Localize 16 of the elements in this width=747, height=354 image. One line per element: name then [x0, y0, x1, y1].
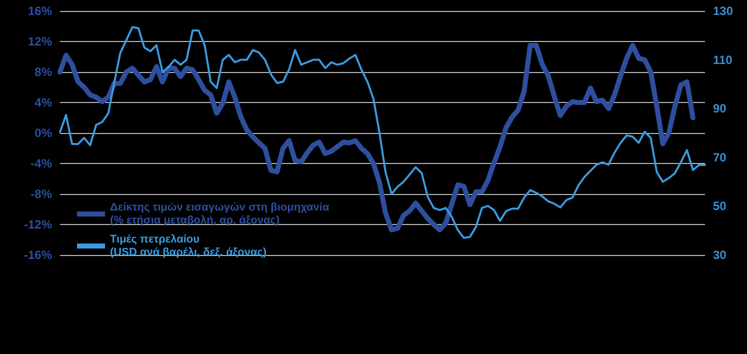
y2-tick-label: 50	[713, 199, 727, 214]
y2-tick-label: 130	[713, 4, 734, 18]
y-tick-label: 4%	[34, 96, 52, 110]
y-tick-label: -12%	[24, 218, 52, 232]
y-tick-label: 0%	[34, 126, 52, 140]
y-tick-label: -16%	[24, 248, 52, 262]
y-tick-label: -4%	[30, 156, 52, 170]
y2-tick-label: 30	[713, 248, 727, 262]
y-tick-label: -8%	[30, 187, 52, 201]
y2-tick-label: 90	[713, 102, 727, 116]
y2-tick-label: 70	[713, 150, 727, 164]
legend-label: Δείκτης τιμών εισαγωγών στη βιομηχανία (% ετήσια μεταβολή, αρ. άξονας)	[110, 202, 330, 226]
y-tick-label: 12%	[28, 34, 52, 48]
y2-tick-label: 110	[713, 52, 733, 67]
y-tick-label: 8%	[34, 65, 52, 79]
y-tick-label: 16%	[28, 4, 52, 18]
